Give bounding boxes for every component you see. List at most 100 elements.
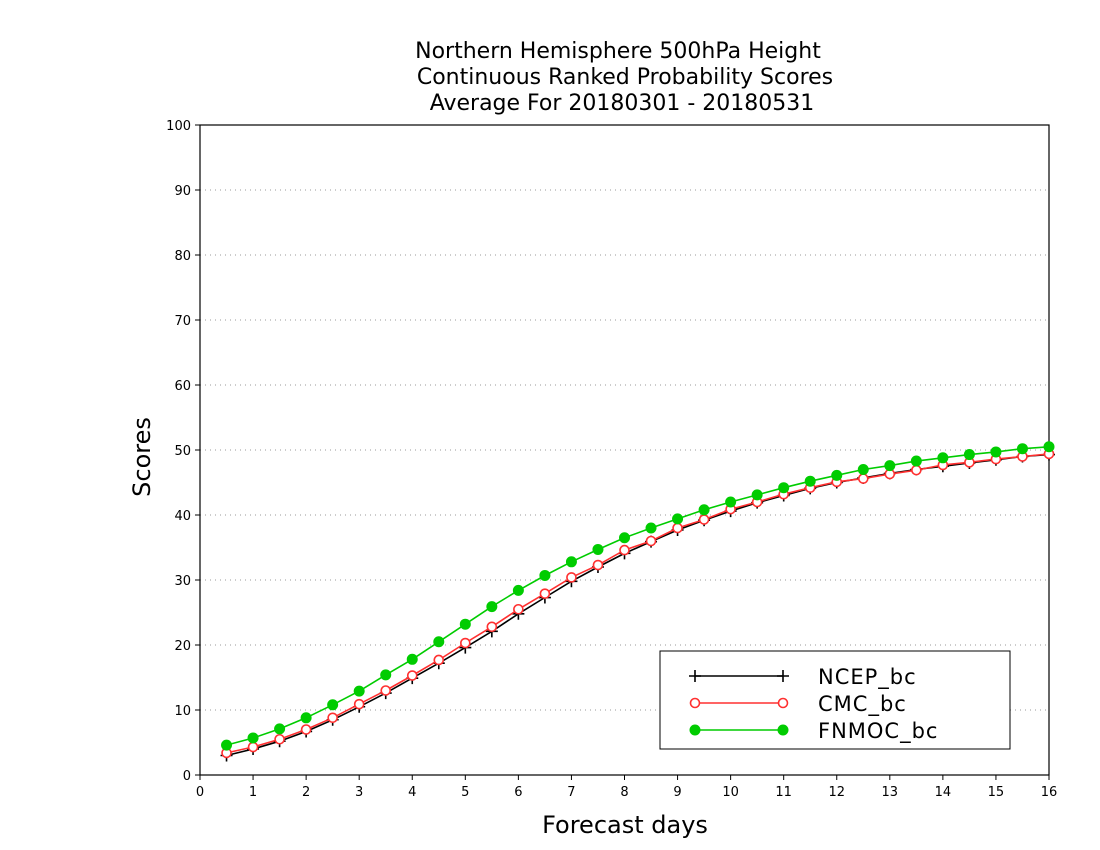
data-point-cmc-bc: [911, 464, 922, 476]
x-tick-label: 11: [775, 785, 792, 800]
data-point-fnmoc-bc: [990, 446, 1002, 458]
data-point-cmc-bc: [619, 544, 630, 556]
data-point-fnmoc-bc: [884, 460, 896, 472]
data-point-cmc-bc: [513, 603, 524, 615]
data-point-fnmoc-bc: [565, 556, 577, 568]
data-point-cmc-bc: [433, 654, 445, 666]
data-point-fnmoc-bc: [910, 455, 922, 467]
data-point-cmc-bc: [857, 473, 869, 484]
x-tick-label: 7: [567, 785, 575, 800]
data-point-fnmoc-bc: [539, 569, 551, 581]
series-cmc-bc: [221, 448, 1055, 759]
data-point-fnmoc-bc: [1043, 441, 1055, 453]
data-point-cmc-bc: [645, 535, 657, 547]
data-point-cmc-bc: [566, 572, 577, 583]
data-point-cmc-bc: [406, 670, 418, 681]
x-tick-label: 9: [673, 785, 681, 800]
data-point-fnmoc-bc: [406, 653, 418, 665]
data-point-fnmoc-bc: [327, 699, 339, 711]
data-point-fnmoc-bc: [274, 723, 286, 735]
data-point-cmc-bc: [460, 637, 471, 649]
y-tick-label: 60: [174, 379, 191, 394]
data-point-fnmoc-bc: [221, 739, 233, 751]
data-point-fnmoc-bc: [645, 522, 657, 534]
data-point-cmc-bc: [327, 712, 338, 724]
x-tick-label: 1: [249, 785, 257, 800]
series-fnmoc-bc: [221, 441, 1055, 751]
y-tick-label: 80: [174, 249, 191, 264]
legend-label-ncep-bc: NCEP_bc: [818, 665, 917, 690]
data-point-cmc-bc: [539, 588, 551, 599]
y-tick-label: 0: [183, 769, 191, 784]
data-point-fnmoc-bc: [778, 482, 790, 494]
legend-marker-ncep-bc: [777, 670, 789, 682]
data-point-fnmoc-bc: [725, 496, 737, 508]
grid-lines: [200, 189, 1049, 711]
x-tick-label: 3: [355, 785, 363, 800]
data-point-fnmoc-bc: [857, 464, 869, 475]
x-tick-label: 14: [935, 785, 952, 800]
legend-marker-cmc-bc: [689, 697, 701, 709]
x-tick-label: 10: [722, 785, 739, 800]
data-point-fnmoc-bc: [963, 449, 975, 461]
data-point-fnmoc-bc: [592, 543, 604, 555]
data-point-cmc-bc: [274, 733, 285, 745]
legend-box: [659, 650, 1011, 750]
legend-marker-fnmoc-bc: [689, 724, 701, 736]
data-point-fnmoc-bc: [380, 669, 392, 681]
x-tick-label: 13: [882, 785, 899, 800]
x-tick-label: 2: [302, 785, 310, 800]
data-point-fnmoc-bc: [1016, 443, 1028, 455]
data-point-fnmoc-bc: [486, 601, 498, 613]
x-tick-label: 8: [620, 785, 628, 800]
y-tick-label: 90: [174, 184, 191, 199]
y-axis-label: Scores: [128, 417, 156, 497]
data-series: [220, 441, 1055, 762]
x-tick-label: 5: [461, 785, 469, 800]
y-tick-label: 70: [174, 314, 191, 329]
x-tick-label: 16: [1041, 785, 1058, 800]
data-point-cmc-bc: [698, 514, 710, 525]
data-point-fnmoc-bc: [459, 618, 471, 630]
legend-marker-ncep-bc: [689, 670, 701, 682]
data-point-fnmoc-bc: [937, 452, 949, 464]
data-point-fnmoc-bc: [353, 685, 365, 697]
x-axis-label: Forecast days: [542, 811, 708, 839]
data-point-cmc-bc: [672, 522, 683, 534]
x-tick-label: 15: [988, 785, 1005, 800]
y-tick-label: 40: [174, 509, 191, 524]
data-point-cmc-bc: [592, 559, 604, 571]
legend-marker-fnmoc-bc: [777, 724, 789, 736]
data-point-fnmoc-bc: [247, 732, 259, 744]
y-tick-label: 50: [174, 444, 191, 459]
data-point-fnmoc-bc: [512, 584, 524, 596]
chart-title-line-2: Continuous Ranked Probability Scores: [417, 65, 833, 90]
data-point-fnmoc-bc: [698, 504, 710, 516]
data-point-cmc-bc: [486, 621, 498, 633]
x-tick-label: 12: [828, 785, 845, 800]
data-point-fnmoc-bc: [831, 469, 843, 481]
data-point-cmc-bc: [353, 698, 365, 710]
data-point-fnmoc-bc: [804, 475, 816, 487]
data-point-fnmoc-bc: [433, 636, 445, 648]
legend-label-fnmoc-bc: FNMOC_bc: [818, 719, 938, 744]
y-tick-label: 20: [174, 639, 191, 654]
y-tick-label: 30: [174, 574, 191, 589]
data-point-fnmoc-bc: [300, 712, 312, 724]
x-tick-label: 4: [408, 785, 416, 800]
chart-title-line-3: Average For 20180301 - 20180531: [430, 91, 815, 116]
chart-title-line-1: Northern Hemisphere 500hPa Height: [415, 39, 821, 64]
data-point-fnmoc-bc: [751, 489, 763, 501]
x-tick-label: 6: [514, 785, 522, 800]
y-tick-label: 10: [174, 704, 191, 719]
chart-title: Northern Hemisphere 500hPa Height Contin…: [415, 39, 833, 116]
data-point-fnmoc-bc: [672, 513, 684, 525]
data-point-fnmoc-bc: [619, 532, 630, 544]
x-tick-label: 0: [196, 785, 204, 800]
legend-marker-cmc-bc: [777, 697, 789, 709]
data-point-cmc-bc: [300, 724, 312, 735]
y-tick-label: 100: [166, 119, 191, 134]
